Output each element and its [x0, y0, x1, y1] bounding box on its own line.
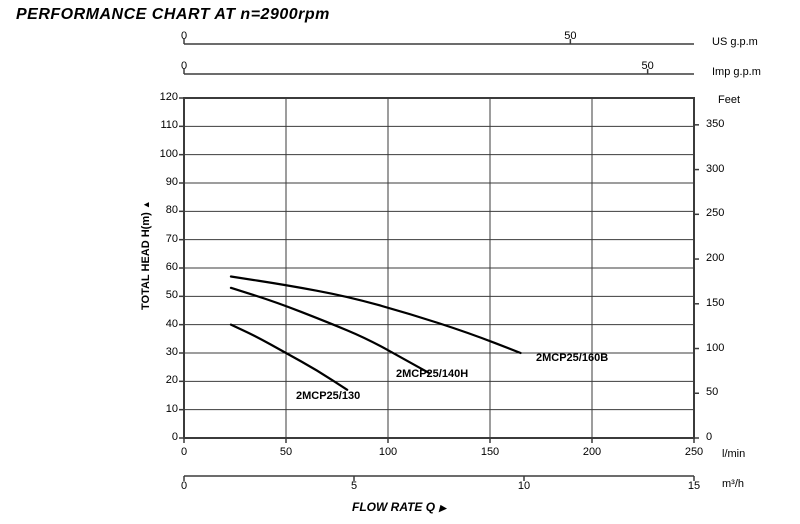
- tick-label: 30: [166, 346, 178, 358]
- tick-label: 0: [181, 30, 187, 42]
- tick-label: 50: [166, 289, 178, 301]
- tick-label: 100: [706, 342, 724, 354]
- series-label: 2MCP25/130: [296, 390, 360, 402]
- tick-label: 15: [688, 480, 700, 492]
- tick-label: 300: [706, 163, 724, 175]
- tick-label: 200: [706, 252, 724, 264]
- tick-label: 10: [166, 403, 178, 415]
- tick-label: 120: [160, 91, 178, 103]
- tick-label: 250: [706, 207, 724, 219]
- tick-label: 0: [172, 431, 178, 443]
- tick-label: 50: [642, 60, 654, 72]
- tick-label: 20: [166, 374, 178, 386]
- tick-label: 0: [181, 60, 187, 72]
- tick-label: 50: [280, 446, 292, 458]
- tick-label: 80: [166, 204, 178, 216]
- chart-svg: [0, 0, 800, 524]
- chart-container: { "title": { "text": "PERFORMANCE CHART …: [0, 0, 800, 524]
- tick-label: 10: [518, 480, 530, 492]
- tick-label: 40: [166, 318, 178, 330]
- tick-label: 50: [564, 30, 576, 42]
- tick-label: 0: [181, 446, 187, 458]
- tick-label: 0: [181, 480, 187, 492]
- series-label: 2MCP25/160B: [536, 352, 608, 364]
- tick-label: 100: [160, 148, 178, 160]
- tick-label: 0: [706, 431, 712, 443]
- tick-label: 200: [583, 446, 601, 458]
- tick-label: 100: [379, 446, 397, 458]
- tick-label: 250: [685, 446, 703, 458]
- tick-label: 90: [166, 176, 178, 188]
- tick-label: 60: [166, 261, 178, 273]
- tick-label: 150: [481, 446, 499, 458]
- tick-label: 110: [160, 119, 178, 131]
- series-label: 2MCP25/140H: [396, 368, 468, 380]
- tick-label: 50: [706, 386, 718, 398]
- tick-label: 350: [706, 118, 724, 130]
- tick-label: 70: [166, 233, 178, 245]
- tick-label: 5: [351, 480, 357, 492]
- tick-label: 150: [706, 297, 724, 309]
